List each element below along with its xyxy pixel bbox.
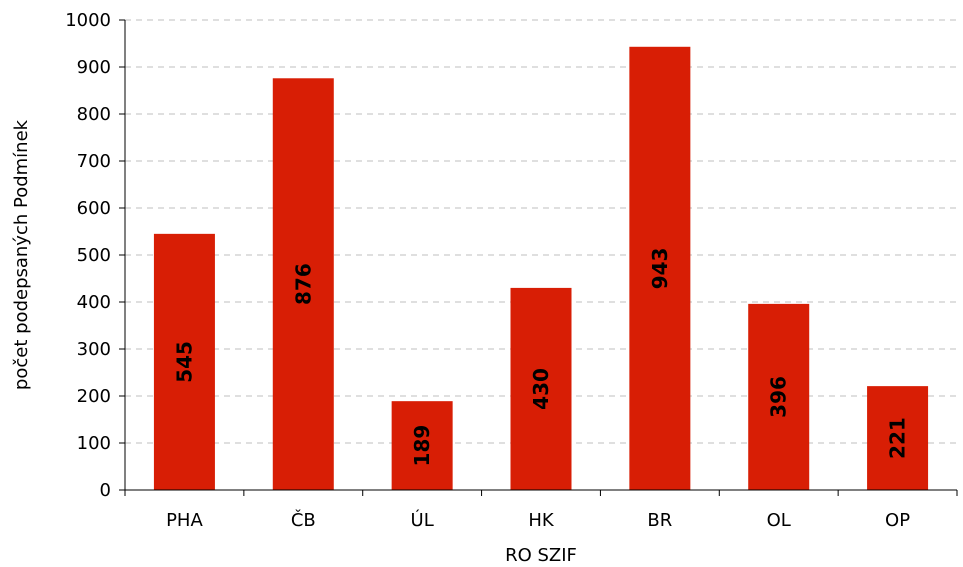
bar-value-label: 876 (291, 263, 315, 305)
bar-value-label: 943 (648, 248, 672, 290)
bar (272, 78, 334, 490)
bar-value-label: 221 (886, 417, 910, 459)
y-tick-label: 800 (77, 104, 111, 125)
bars (153, 46, 929, 490)
x-tick-label: ČB (291, 509, 316, 531)
y-tick-label: 900 (77, 57, 111, 78)
gridlines (125, 19, 957, 444)
bar-value-label: 396 (767, 376, 791, 418)
x-tick-label: ÚL (411, 509, 434, 531)
bar (629, 46, 691, 490)
x-tick-label: PHA (166, 510, 203, 531)
y-tick-label: 300 (77, 339, 111, 360)
x-tick-label: OP (885, 510, 910, 531)
y-tick-label: 100 (77, 433, 111, 454)
y-tick-label: 700 (77, 151, 111, 172)
y-axis-ticks: 0 100 200 300 400 500 600 700 800 900 1000 (65, 10, 125, 501)
y-tick-label: 400 (77, 292, 111, 313)
x-tick-label: BR (647, 510, 672, 531)
y-tick-label: 500 (77, 245, 111, 266)
x-axis-ticks: PHA ČB ÚL HK BR OL OP (124, 490, 958, 531)
bar (748, 303, 810, 490)
bar (510, 287, 572, 490)
x-tick-label: OL (767, 510, 791, 531)
x-axis-title: RO SZIF (505, 545, 577, 566)
y-tick-label: 0 (100, 480, 111, 501)
bar-value-label: 189 (410, 425, 434, 467)
y-tick-label: 1000 (65, 10, 111, 31)
y-tick-label: 600 (77, 198, 111, 219)
bar (391, 401, 453, 490)
bar-value-label: 545 (172, 341, 196, 383)
y-tick-label: 200 (77, 386, 111, 407)
bar-value-labels: 545 876 189 430 943 396 221 (172, 248, 909, 467)
bar (867, 386, 929, 490)
bar-value-label: 430 (529, 368, 553, 410)
bar (153, 233, 215, 490)
y-axis-title: počet podepsaných Podmínek (11, 119, 32, 390)
x-tick-label: HK (528, 510, 555, 531)
